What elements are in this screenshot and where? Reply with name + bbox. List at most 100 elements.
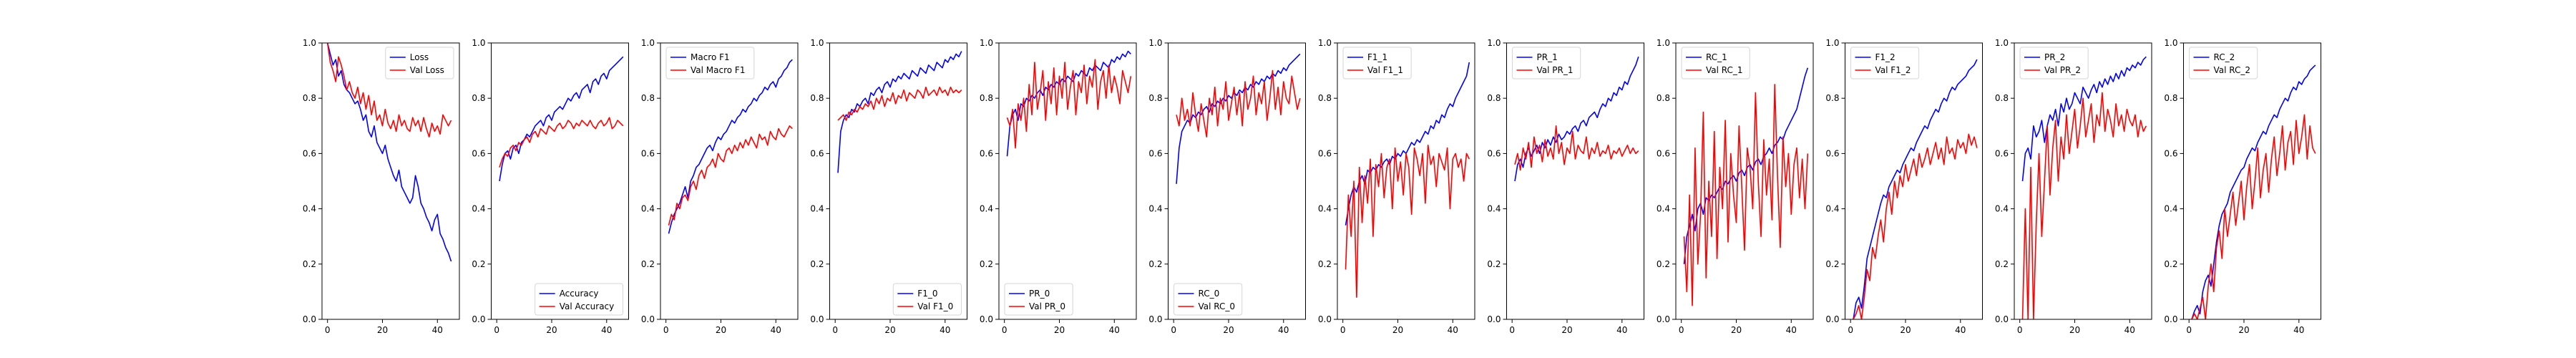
legend-label: Val Loss [410,65,444,75]
x-tick-label: 20 [716,325,726,335]
y-tick-label: 0.6 [2164,148,2177,158]
legend: PR_0 Val PR_0 [1004,283,1073,316]
y-tick-label: 1.0 [1318,38,1332,48]
legend-label: Val RC_1 [1706,65,1743,75]
x-tick-label: 20 [1054,325,1065,335]
legend-box [1681,47,1750,79]
y-tick-label: 0.8 [1318,93,1332,103]
y-tick-label: 0.0 [472,314,485,324]
series-line-val-f1-1 [1345,145,1470,298]
subplot-4: 0.0 0.2 0.4 0.6 0.8 1.0 0 20 40 F1_0 Val F1_0 [810,38,967,335]
y-tick-label: 1.0 [1657,38,1670,48]
legend-label: Val PR_1 [1537,65,1574,75]
y-tick-label: 0.0 [980,314,993,324]
y-tick-label: 0.8 [980,93,993,103]
legend: Loss Val Loss [385,47,454,79]
y-tick-label: 0.2 [980,259,993,269]
series-line-val-macro-f1 [668,125,793,226]
x-tick-label: 0 [2017,325,2023,335]
subplot-10: 0.0 0.2 0.4 0.6 0.8 1.0 0 20 40 F1_2 Val F1_2 [1825,38,1983,335]
series-line-val-rc-0 [1176,69,1301,138]
legend-label: RC_1 [1706,52,1727,62]
y-tick-label: 0.2 [1487,259,1501,269]
series-line-val-pr-2 [2021,92,2147,319]
legend-label: Val RC_2 [2214,65,2251,75]
x-tick-label: 20 [1731,325,1742,335]
y-tick-label: 1.0 [641,38,655,48]
y-tick-label: 0.0 [1148,314,1162,324]
legend-label: Val F1_2 [1875,65,1911,75]
legend: PR_1 Val PR_1 [1512,47,1581,79]
series-line-loss [326,43,452,262]
legend-label: F1_2 [1875,52,1896,62]
x-tick-label: 0 [2186,325,2192,335]
y-tick-label: 0.8 [1487,93,1501,103]
x-tick-label: 40 [1109,325,1120,335]
legend-label: Val PR_0 [1029,301,1065,311]
axes-frame [1845,42,1983,320]
x-tick-label: 20 [1900,325,1911,335]
x-tick-label: 0 [1679,325,1684,335]
series-line-val-f1-0 [837,86,962,121]
legend-label: Val Accuracy [560,301,615,311]
y-tick-label: 1.0 [1148,38,1162,48]
y-tick-label: 0.8 [1657,93,1670,103]
y-tick-label: 0.4 [980,204,993,214]
y-tick-label: 0.4 [1995,204,2009,214]
legend: PR_2 Val PR_2 [2019,47,2089,79]
legend-box [1004,283,1073,316]
x-tick-label: 20 [377,325,388,335]
y-tick-label: 0.2 [303,259,316,269]
y-tick-label: 1.0 [810,38,824,48]
y-tick-label: 0.0 [2164,314,2177,324]
series-line-val-rc-1 [1683,84,1809,306]
y-tick-label: 0.2 [1148,259,1162,269]
series-line-f1-0 [837,51,962,173]
x-tick-label: 0 [1171,325,1176,335]
x-tick-label: 40 [1278,325,1289,335]
x-tick-label: 20 [1561,325,1572,335]
subplot-6: 0.0 0.2 0.4 0.6 0.8 1.0 0 20 40 RC_0 Val RC_0 [1148,38,1306,335]
y-tick-label: 0.4 [303,204,316,214]
y-tick-label: 0.6 [1995,148,2009,158]
subplot-1: 0.0 0.2 0.4 0.6 0.8 1.0 0 20 40 Loss Val Loss [303,38,460,335]
x-tick-label: 0 [1509,325,1515,335]
axes-frame [660,42,799,320]
x-tick-label: 40 [940,325,950,335]
legend: RC_1 Val RC_1 [1681,47,1750,79]
axes-frame [1675,42,1814,320]
series-line-val-pr-0 [1006,59,1132,149]
legend-box [1342,47,1412,79]
legend-label: RC_2 [2214,52,2235,62]
y-tick-label: 0.0 [303,314,316,324]
subplot-2: 0.0 0.2 0.4 0.6 0.8 1.0 0 20 40 Accuracy Val Accur… [472,38,629,335]
y-tick-label: 0.0 [1318,314,1332,324]
y-tick-label: 0.6 [1487,148,1501,158]
y-tick-label: 0.0 [1995,314,2009,324]
y-tick-label: 0.8 [1825,93,1839,103]
y-tick-label: 0.0 [641,314,655,324]
legend-label: PR_2 [2044,52,2065,62]
legend-label: PR_0 [1029,289,1050,299]
subplot-3: 0.0 0.2 0.4 0.6 0.8 1.0 0 20 40 Macro F1 Val Macro… [641,38,799,335]
axes-frame [1337,42,1475,320]
legend: RC_2 Val RC_2 [2189,47,2258,79]
y-tick-label: 0.6 [472,148,485,158]
y-tick-label: 0.6 [1148,148,1162,158]
y-tick-label: 0.0 [1825,314,1839,324]
x-tick-label: 0 [325,325,331,335]
y-tick-label: 1.0 [472,38,485,48]
y-tick-label: 0.2 [1825,259,1839,269]
y-tick-label: 0.4 [1487,204,1501,214]
legend-box [2189,47,2258,79]
y-tick-label: 1.0 [980,38,993,48]
x-tick-label: 40 [771,325,781,335]
legend-label: Loss [410,52,429,62]
series-line-f1-1 [1345,62,1470,226]
series-line-val-rc-2 [2191,114,2316,319]
series-line-val-pr-1 [1514,125,1639,171]
axes-frame [2014,42,2152,320]
legend-box [1850,47,1920,79]
legend-label: Val Macro F1 [691,65,745,75]
